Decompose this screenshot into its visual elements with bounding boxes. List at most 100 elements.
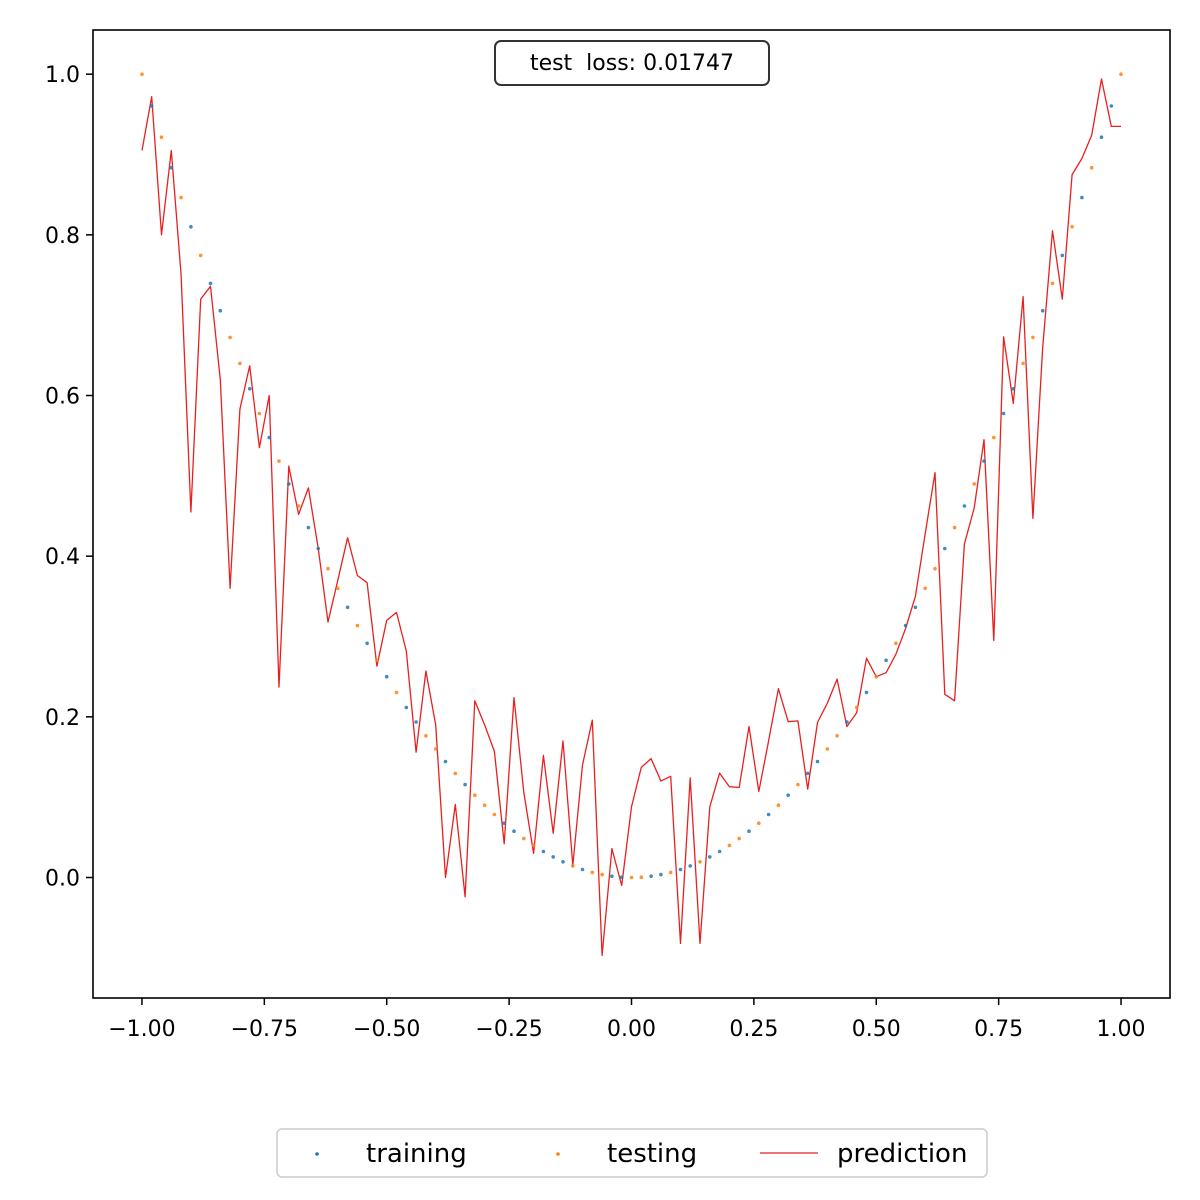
training-point	[345, 605, 350, 610]
testing-point	[1031, 335, 1035, 340]
training-point	[610, 874, 614, 878]
testing-point	[600, 872, 604, 877]
training-point	[169, 165, 174, 170]
loss-annotation-box	[494, 40, 770, 86]
training-point	[1060, 253, 1065, 258]
training-point	[1011, 387, 1016, 391]
testing-point	[238, 361, 242, 366]
training-point	[766, 812, 771, 817]
testing-point	[375, 658, 379, 663]
training-point	[708, 855, 712, 859]
testing-point	[277, 459, 281, 463]
legend-box	[276, 1128, 988, 1178]
testing-point	[923, 586, 927, 591]
training-point	[316, 546, 321, 551]
training-point	[502, 821, 507, 825]
testing-point	[952, 525, 957, 530]
training-point	[943, 546, 947, 551]
testing-point	[531, 843, 536, 848]
training-point	[962, 504, 967, 508]
training-point	[1001, 411, 1006, 416]
prediction-line	[141, 78, 1121, 957]
testing-point	[1089, 165, 1094, 170]
training-point	[659, 872, 663, 877]
testing-point	[1050, 281, 1055, 286]
testing-point	[737, 836, 741, 841]
training-point	[149, 104, 154, 108]
loss-annotation-text: test loss: 0.01747	[530, 51, 734, 76]
testing-point	[1021, 361, 1025, 366]
y-tick-label: 0.4	[45, 545, 80, 570]
training-point	[805, 771, 810, 776]
testing-point	[140, 72, 144, 76]
legend: training testing prediction	[276, 1128, 988, 1178]
training-point	[619, 875, 624, 879]
testing-point	[326, 566, 330, 571]
testing-point	[894, 641, 898, 646]
y-tick-label: 0.8	[45, 224, 80, 249]
testing-point	[424, 734, 428, 738]
x-tick-label: −0.75	[231, 1017, 298, 1042]
y-axis: 0.0 0.2 0.4 0.6 0.8 1.0	[45, 63, 93, 892]
training-point	[1080, 195, 1084, 200]
testing-point	[492, 812, 497, 817]
legend-training-label: training	[366, 1139, 467, 1169]
legend-testing-marker	[556, 1152, 560, 1156]
training-point	[287, 482, 291, 486]
training-point	[512, 829, 516, 833]
testing-point	[336, 586, 340, 591]
training-point	[463, 782, 467, 787]
training-point	[864, 690, 869, 695]
testing-point	[394, 690, 399, 695]
training-point	[717, 849, 722, 854]
testing-point	[522, 836, 526, 841]
testing-point	[727, 843, 732, 848]
x-tick-label: 0.75	[974, 1017, 1023, 1042]
testing-point	[874, 674, 879, 679]
testing-point	[992, 435, 996, 440]
testing-point	[776, 803, 781, 807]
testing-point	[228, 335, 232, 340]
testing-point	[825, 747, 830, 751]
testing-point	[835, 734, 839, 738]
testing-point	[1119, 72, 1123, 76]
testing-point	[473, 793, 477, 797]
training-point	[189, 225, 193, 229]
training-point	[845, 720, 849, 724]
x-tick-label: −0.25	[475, 1017, 542, 1042]
training-point	[815, 759, 820, 764]
training-point	[551, 855, 555, 859]
training-point	[786, 793, 790, 797]
y-tick-label: 0.2	[45, 706, 80, 731]
training-point	[884, 658, 888, 663]
training-point	[541, 849, 546, 854]
plot-area	[140, 72, 1123, 957]
training-point	[747, 829, 751, 833]
testing-point	[854, 705, 859, 710]
testing-point	[698, 860, 702, 864]
testing-point	[933, 566, 937, 571]
testing-point	[257, 411, 262, 416]
training-point	[208, 281, 213, 286]
x-tick-label: −1.00	[108, 1017, 175, 1042]
testing-point	[179, 195, 183, 200]
testing-point	[590, 870, 595, 875]
training-point	[404, 705, 409, 710]
y-tick-label: 0.6	[45, 385, 80, 410]
training-point	[1109, 104, 1114, 108]
training-point	[218, 308, 223, 313]
training-point	[414, 720, 418, 724]
x-tick-label: −0.50	[353, 1017, 420, 1042]
training-point	[1040, 308, 1045, 313]
training-point	[443, 759, 448, 764]
training-point	[267, 435, 272, 440]
testing-point	[668, 870, 673, 875]
x-tick-label: 0.25	[729, 1017, 778, 1042]
training-point	[903, 623, 908, 628]
x-tick-label: 0.50	[852, 1017, 901, 1042]
training-point	[384, 674, 389, 679]
loss-annotation: test loss: 0.01747	[494, 40, 770, 86]
training-point	[678, 867, 683, 872]
